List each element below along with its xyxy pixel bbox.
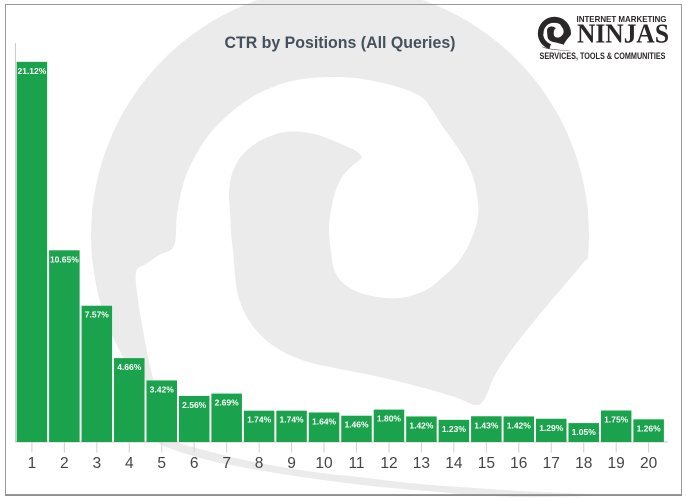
svg-text:18: 18 [575,455,592,472]
svg-text:1: 1 [28,455,37,472]
svg-text:10: 10 [315,455,333,472]
svg-text:2.56%: 2.56% [182,400,207,410]
svg-text:7.57%: 7.57% [85,310,110,320]
svg-text:4.66%: 4.66% [117,362,142,372]
svg-text:1.43%: 1.43% [474,420,499,430]
svg-text:1.05%: 1.05% [572,427,597,437]
svg-text:1.74%: 1.74% [280,415,305,425]
svg-text:1.42%: 1.42% [409,420,434,430]
svg-text:1.64%: 1.64% [312,416,337,426]
svg-text:1.29%: 1.29% [539,423,564,433]
svg-text:CTR by Positions (All Queries): CTR by Positions (All Queries) [225,33,456,52]
svg-text:9: 9 [287,455,296,472]
svg-text:7: 7 [222,455,231,472]
svg-text:4: 4 [125,455,134,472]
svg-text:3: 3 [93,455,102,472]
svg-text:17: 17 [543,455,560,472]
svg-text:1.46%: 1.46% [344,420,369,430]
svg-text:1.26%: 1.26% [637,423,662,433]
svg-text:1.23%: 1.23% [442,424,467,434]
svg-text:11: 11 [348,455,364,472]
svg-text:6: 6 [190,455,199,472]
svg-text:10.65%: 10.65% [50,254,79,264]
svg-text:20: 20 [640,455,658,472]
svg-text:21.12%: 21.12% [17,66,46,76]
svg-text:3.42%: 3.42% [150,384,175,394]
svg-text:NINJAS: NINJAS [577,18,669,49]
svg-text:SERVICES, TOOLS & COMMUNITIES: SERVICES, TOOLS & COMMUNITIES [540,51,666,61]
svg-text:2: 2 [60,455,69,472]
svg-text:1.75%: 1.75% [604,415,629,425]
svg-text:16: 16 [510,455,527,472]
svg-text:1.74%: 1.74% [247,415,272,425]
svg-text:8: 8 [255,455,264,472]
svg-text:15: 15 [478,455,495,472]
svg-text:12: 12 [380,455,397,472]
svg-text:13: 13 [413,455,430,472]
svg-text:2.69%: 2.69% [215,398,240,408]
svg-text:1.80%: 1.80% [377,414,402,424]
svg-text:INTERNET MARKETING: INTERNET MARKETING [577,14,667,24]
svg-text:5: 5 [157,455,166,472]
svg-text:1.42%: 1.42% [507,420,532,430]
svg-text:14: 14 [445,455,463,472]
svg-text:19: 19 [608,455,625,472]
